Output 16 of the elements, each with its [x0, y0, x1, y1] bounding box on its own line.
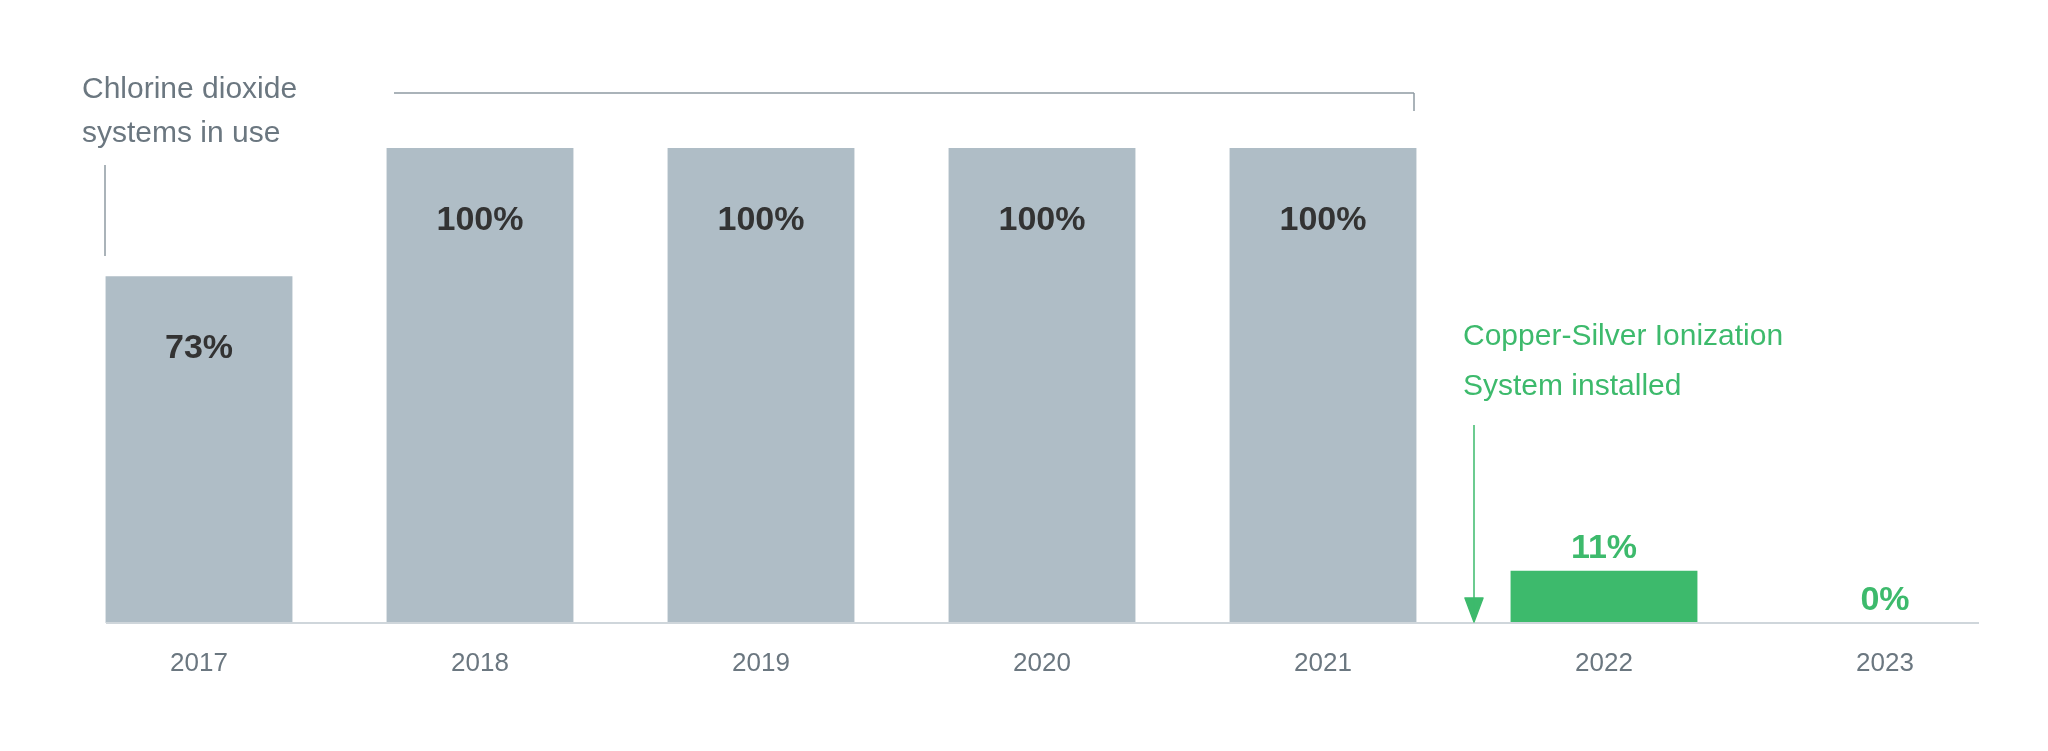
annotation: Copper-Silver Ionization System installed — [1463, 318, 1784, 401]
data-label: 11% — [1570, 526, 1638, 565]
x-tick-label: 2019 — [732, 646, 790, 677]
data-label: 100% — [717, 199, 805, 237]
x-tick-label: 2017 — [170, 646, 228, 677]
data-label: 100% — [436, 199, 524, 237]
data-label: 100% — [1279, 199, 1367, 237]
data-label: 100% — [998, 199, 1086, 237]
x-tick-label: 2023 — [1856, 646, 1914, 677]
x-tick-label: 2022 — [1575, 646, 1633, 677]
x-tick-label: 2020 — [1013, 646, 1071, 677]
x-tick-label: 2021 — [1294, 646, 1352, 677]
annotation: Chlorine dioxide systems in use — [82, 71, 298, 148]
data-label: 73% — [164, 327, 234, 366]
x-tick-label: 2018 — [451, 646, 509, 677]
data-label: 0% — [1860, 579, 1910, 617]
